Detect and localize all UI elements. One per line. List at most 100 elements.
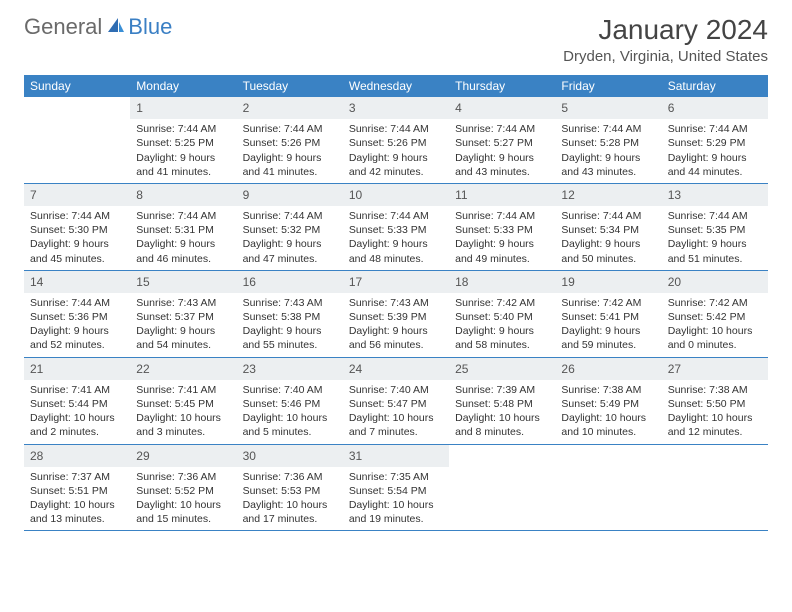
day-number: 18 — [449, 271, 555, 293]
daylight-line: Daylight: 10 hours and 12 minutes. — [668, 411, 762, 439]
sunset-line: Sunset: 5:26 PM — [243, 136, 337, 150]
daylight-line: Daylight: 9 hours and 46 minutes. — [136, 237, 230, 265]
sunset-line: Sunset: 5:44 PM — [30, 397, 124, 411]
day-number: 5 — [555, 97, 661, 119]
day-number: 25 — [449, 358, 555, 380]
daylight-line: Daylight: 9 hours and 41 minutes. — [243, 151, 337, 179]
sunset-line: Sunset: 5:25 PM — [136, 136, 230, 150]
calendar-cell: 15Sunrise: 7:43 AMSunset: 5:37 PMDayligh… — [130, 270, 236, 357]
day-number: 26 — [555, 358, 661, 380]
calendar-cell: 11Sunrise: 7:44 AMSunset: 5:33 PMDayligh… — [449, 183, 555, 270]
day-number: 29 — [130, 445, 236, 467]
sunset-line: Sunset: 5:52 PM — [136, 484, 230, 498]
calendar-cell: 30Sunrise: 7:36 AMSunset: 5:53 PMDayligh… — [237, 444, 343, 531]
calendar-cell: 1Sunrise: 7:44 AMSunset: 5:25 PMDaylight… — [130, 97, 236, 183]
sunset-line: Sunset: 5:36 PM — [30, 310, 124, 324]
day-details: Sunrise: 7:42 AMSunset: 5:41 PMDaylight:… — [555, 293, 661, 357]
day-number: 14 — [24, 271, 130, 293]
daylight-line: Daylight: 10 hours and 2 minutes. — [30, 411, 124, 439]
day-number: 10 — [343, 184, 449, 206]
sunrise-line: Sunrise: 7:44 AM — [349, 209, 443, 223]
day-details: Sunrise: 7:44 AMSunset: 5:33 PMDaylight:… — [343, 206, 449, 270]
sunset-line: Sunset: 5:30 PM — [30, 223, 124, 237]
calendar-cell: 4Sunrise: 7:44 AMSunset: 5:27 PMDaylight… — [449, 97, 555, 183]
day-number: 28 — [24, 445, 130, 467]
sunrise-line: Sunrise: 7:44 AM — [349, 122, 443, 136]
daylight-line: Daylight: 9 hours and 45 minutes. — [30, 237, 124, 265]
day-details: Sunrise: 7:42 AMSunset: 5:40 PMDaylight:… — [449, 293, 555, 357]
day-number: 31 — [343, 445, 449, 467]
day-details: Sunrise: 7:44 AMSunset: 5:29 PMDaylight:… — [662, 119, 768, 183]
day-number: 1 — [130, 97, 236, 119]
day-details: Sunrise: 7:44 AMSunset: 5:27 PMDaylight:… — [449, 119, 555, 183]
sunset-line: Sunset: 5:33 PM — [349, 223, 443, 237]
daylight-line: Daylight: 9 hours and 44 minutes. — [668, 151, 762, 179]
daylight-line: Daylight: 9 hours and 59 minutes. — [561, 324, 655, 352]
sunrise-line: Sunrise: 7:35 AM — [349, 470, 443, 484]
weekday-header: Thursday — [449, 75, 555, 97]
day-number: 22 — [130, 358, 236, 380]
sunset-line: Sunset: 5:49 PM — [561, 397, 655, 411]
weekday-header: Wednesday — [343, 75, 449, 97]
day-details: Sunrise: 7:44 AMSunset: 5:34 PMDaylight:… — [555, 206, 661, 270]
calendar-cell: 6Sunrise: 7:44 AMSunset: 5:29 PMDaylight… — [662, 97, 768, 183]
day-details: Sunrise: 7:42 AMSunset: 5:42 PMDaylight:… — [662, 293, 768, 357]
day-details: Sunrise: 7:44 AMSunset: 5:35 PMDaylight:… — [662, 206, 768, 270]
day-number: 17 — [343, 271, 449, 293]
calendar-cell: 13Sunrise: 7:44 AMSunset: 5:35 PMDayligh… — [662, 183, 768, 270]
sunset-line: Sunset: 5:31 PM — [136, 223, 230, 237]
day-details: Sunrise: 7:40 AMSunset: 5:46 PMDaylight:… — [237, 380, 343, 444]
day-number: 16 — [237, 271, 343, 293]
day-details: Sunrise: 7:37 AMSunset: 5:51 PMDaylight:… — [24, 467, 130, 531]
day-details: Sunrise: 7:44 AMSunset: 5:25 PMDaylight:… — [130, 119, 236, 183]
day-details: Sunrise: 7:44 AMSunset: 5:28 PMDaylight:… — [555, 119, 661, 183]
sunrise-line: Sunrise: 7:44 AM — [30, 296, 124, 310]
day-details: Sunrise: 7:36 AMSunset: 5:53 PMDaylight:… — [237, 467, 343, 531]
sunrise-line: Sunrise: 7:40 AM — [349, 383, 443, 397]
calendar-cell: 19Sunrise: 7:42 AMSunset: 5:41 PMDayligh… — [555, 270, 661, 357]
day-details: Sunrise: 7:36 AMSunset: 5:52 PMDaylight:… — [130, 467, 236, 531]
day-details: Sunrise: 7:44 AMSunset: 5:33 PMDaylight:… — [449, 206, 555, 270]
day-number: 30 — [237, 445, 343, 467]
calendar-cell: 7Sunrise: 7:44 AMSunset: 5:30 PMDaylight… — [24, 183, 130, 270]
day-details: Sunrise: 7:38 AMSunset: 5:49 PMDaylight:… — [555, 380, 661, 444]
calendar-cell: .. — [555, 444, 661, 531]
day-details: Sunrise: 7:44 AMSunset: 5:26 PMDaylight:… — [343, 119, 449, 183]
sunset-line: Sunset: 5:39 PM — [349, 310, 443, 324]
daylight-line: Daylight: 9 hours and 49 minutes. — [455, 237, 549, 265]
calendar-cell: 25Sunrise: 7:39 AMSunset: 5:48 PMDayligh… — [449, 357, 555, 444]
sunrise-line: Sunrise: 7:44 AM — [561, 209, 655, 223]
weekday-header-row: SundayMondayTuesdayWednesdayThursdayFrid… — [24, 75, 768, 97]
calendar-row: 21Sunrise: 7:41 AMSunset: 5:44 PMDayligh… — [24, 357, 768, 444]
calendar-cell: 14Sunrise: 7:44 AMSunset: 5:36 PMDayligh… — [24, 270, 130, 357]
weekday-header: Friday — [555, 75, 661, 97]
day-number: 7 — [24, 184, 130, 206]
day-details: Sunrise: 7:44 AMSunset: 5:31 PMDaylight:… — [130, 206, 236, 270]
calendar-cell: 2Sunrise: 7:44 AMSunset: 5:26 PMDaylight… — [237, 97, 343, 183]
month-title: January 2024 — [563, 14, 768, 46]
calendar-cell: 31Sunrise: 7:35 AMSunset: 5:54 PMDayligh… — [343, 444, 449, 531]
sunrise-line: Sunrise: 7:42 AM — [668, 296, 762, 310]
calendar-cell: 18Sunrise: 7:42 AMSunset: 5:40 PMDayligh… — [449, 270, 555, 357]
day-details: Sunrise: 7:39 AMSunset: 5:48 PMDaylight:… — [449, 380, 555, 444]
day-number: 3 — [343, 97, 449, 119]
daylight-line: Daylight: 9 hours and 58 minutes. — [455, 324, 549, 352]
daylight-line: Daylight: 10 hours and 8 minutes. — [455, 411, 549, 439]
daylight-line: Daylight: 10 hours and 17 minutes. — [243, 498, 337, 526]
sunset-line: Sunset: 5:53 PM — [243, 484, 337, 498]
daylight-line: Daylight: 10 hours and 10 minutes. — [561, 411, 655, 439]
brand-name-1: General — [24, 14, 102, 40]
calendar-cell: 29Sunrise: 7:36 AMSunset: 5:52 PMDayligh… — [130, 444, 236, 531]
sunrise-line: Sunrise: 7:44 AM — [455, 122, 549, 136]
sunset-line: Sunset: 5:38 PM — [243, 310, 337, 324]
calendar-cell: 22Sunrise: 7:41 AMSunset: 5:45 PMDayligh… — [130, 357, 236, 444]
day-number: 23 — [237, 358, 343, 380]
day-details: Sunrise: 7:41 AMSunset: 5:45 PMDaylight:… — [130, 380, 236, 444]
sunset-line: Sunset: 5:33 PM — [455, 223, 549, 237]
calendar-table: SundayMondayTuesdayWednesdayThursdayFrid… — [24, 75, 768, 531]
sunrise-line: Sunrise: 7:39 AM — [455, 383, 549, 397]
calendar-cell: .. — [24, 97, 130, 183]
day-number: 21 — [24, 358, 130, 380]
day-number: 24 — [343, 358, 449, 380]
day-details: Sunrise: 7:35 AMSunset: 5:54 PMDaylight:… — [343, 467, 449, 531]
